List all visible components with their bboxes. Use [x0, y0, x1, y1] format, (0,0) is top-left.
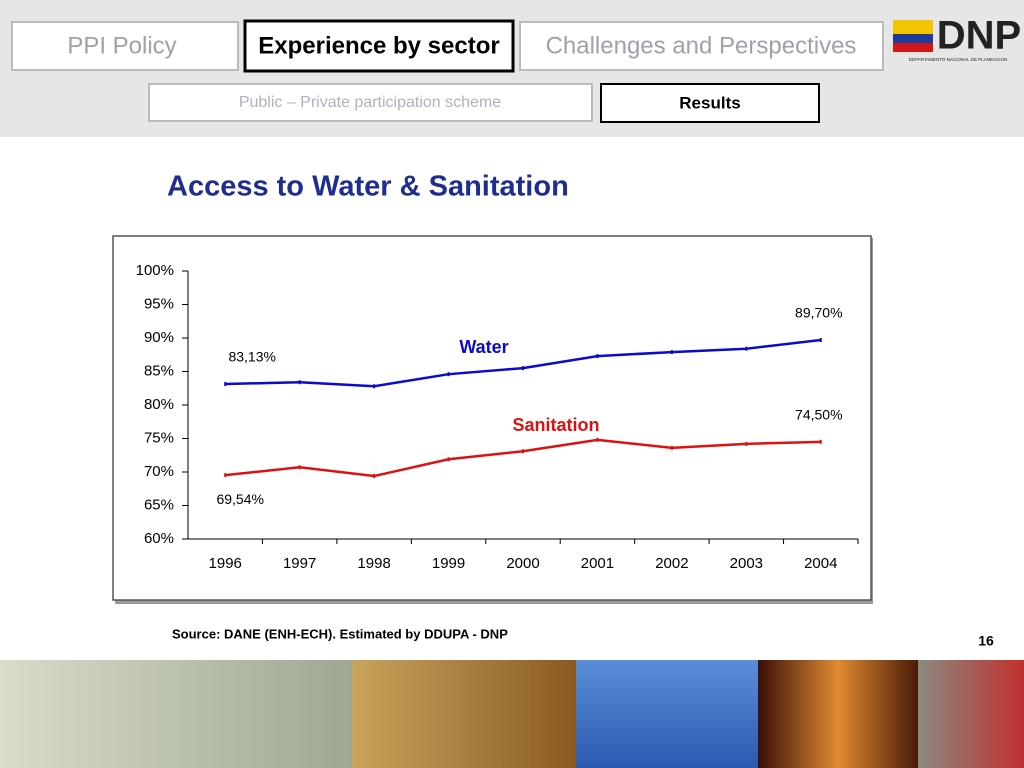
tab-active[interactable]	[243, 19, 515, 73]
tab[interactable]	[519, 21, 884, 71]
subtab-label[interactable]: Public – Private participation scheme	[239, 94, 501, 111]
series-label: Sanitation	[512, 415, 599, 435]
y-tick-label: 70%	[144, 463, 174, 480]
x-tick-label: 1997	[283, 555, 316, 572]
logo-name: DNP	[937, 14, 1021, 58]
page-number: 16	[978, 633, 994, 649]
y-tick-label: 90%	[144, 329, 174, 346]
x-tick-label: 1998	[357, 555, 390, 572]
data-label: 69,54%	[216, 491, 263, 507]
photo	[576, 660, 758, 768]
photo	[0, 660, 352, 768]
tab-label[interactable]: PPI Policy	[67, 32, 176, 59]
y-tick-label: 85%	[144, 362, 174, 379]
photo	[918, 660, 1024, 768]
y-tick-label: 100%	[136, 262, 174, 279]
data-label: 74,50%	[795, 407, 842, 423]
subtab[interactable]	[148, 83, 593, 122]
x-tick-label: 1996	[209, 555, 242, 572]
flag-blue	[893, 34, 933, 43]
logo: DNP DEPARTAMENTO NACIONAL DE PLANEACION	[893, 14, 1021, 62]
y-tick-label: 80%	[144, 396, 174, 413]
x-tick-label: 2003	[730, 555, 763, 572]
x-tick-label: 2000	[506, 555, 539, 572]
photo	[352, 660, 576, 768]
subtab-active[interactable]	[600, 83, 820, 123]
y-tick-label: 65%	[144, 496, 174, 513]
y-tick-label: 75%	[144, 429, 174, 446]
data-label: 83,13%	[228, 349, 275, 365]
series-label: Water	[459, 337, 508, 357]
logo-subtitle: DEPARTAMENTO NACIONAL DE PLANEACION	[909, 57, 1008, 62]
x-tick-label: 2004	[804, 555, 837, 572]
tab-label[interactable]: Experience by sector	[258, 32, 499, 59]
data-label: 89,70%	[795, 305, 842, 321]
x-tick-label: 1999	[432, 555, 465, 572]
tab[interactable]	[11, 21, 239, 71]
chart-frame	[112, 235, 872, 601]
source-note: Source: DANE (ENH-ECH). Estimated by DDU…	[172, 626, 508, 641]
tab-label[interactable]: Challenges and Perspectives	[546, 32, 857, 59]
x-tick-label: 2002	[655, 555, 688, 572]
subtab-label[interactable]: Results	[679, 93, 740, 112]
x-tick-label: 2001	[581, 555, 614, 572]
flag-yellow	[893, 20, 933, 34]
y-tick-label: 95%	[144, 295, 174, 312]
photo	[758, 660, 918, 768]
y-tick-label: 60%	[144, 530, 174, 547]
flag-red	[893, 43, 933, 52]
chart-title: Access to Water & Sanitation	[167, 171, 569, 203]
